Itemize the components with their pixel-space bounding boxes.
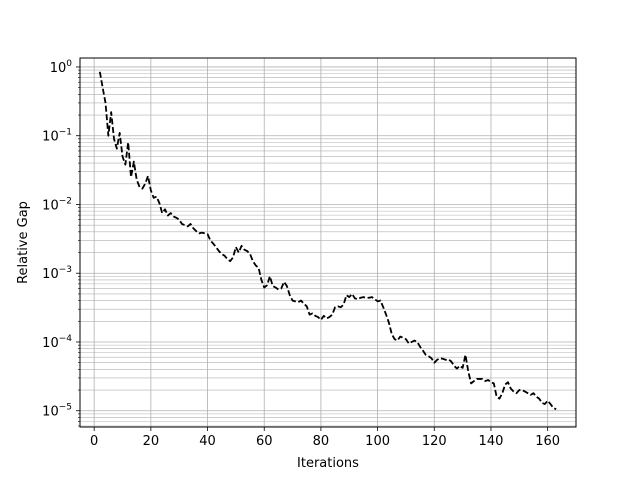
y-axis-label: Relative Gap: [16, 201, 31, 284]
series-line: [98, 71, 557, 411]
y-tick-label: 10−4: [42, 334, 72, 351]
x-tick-label: 40: [199, 434, 216, 449]
x-tick-label: 140: [479, 434, 504, 449]
y-tick-label: 10−1: [42, 128, 72, 145]
y-tick-label: 10−5: [42, 403, 72, 420]
plot-frame: [79, 57, 577, 428]
x-tick-label: 80: [313, 434, 330, 449]
x-tick-label: 100: [365, 434, 390, 449]
series-layer: [98, 71, 557, 411]
plot-area: [80, 58, 576, 427]
x-tick-label: 20: [143, 434, 160, 449]
x-axis-label: Iterations: [297, 456, 359, 471]
y-axis: 10−5 10−4 10−3 10−2 10−1 100: [42, 59, 80, 427]
x-tick-label: 120: [422, 434, 447, 449]
x-tick-label: 0: [90, 434, 98, 449]
y-tick-label: 100: [50, 59, 73, 76]
grid: [80, 58, 576, 427]
y-tick-label: 10−3: [42, 265, 72, 282]
y-tick-label: 10−2: [42, 196, 72, 213]
x-tick-label: 60: [256, 434, 273, 449]
x-axis: 0 20 40 60 80 100 120 140 160: [90, 427, 560, 449]
x-tick-label: 160: [535, 434, 560, 449]
